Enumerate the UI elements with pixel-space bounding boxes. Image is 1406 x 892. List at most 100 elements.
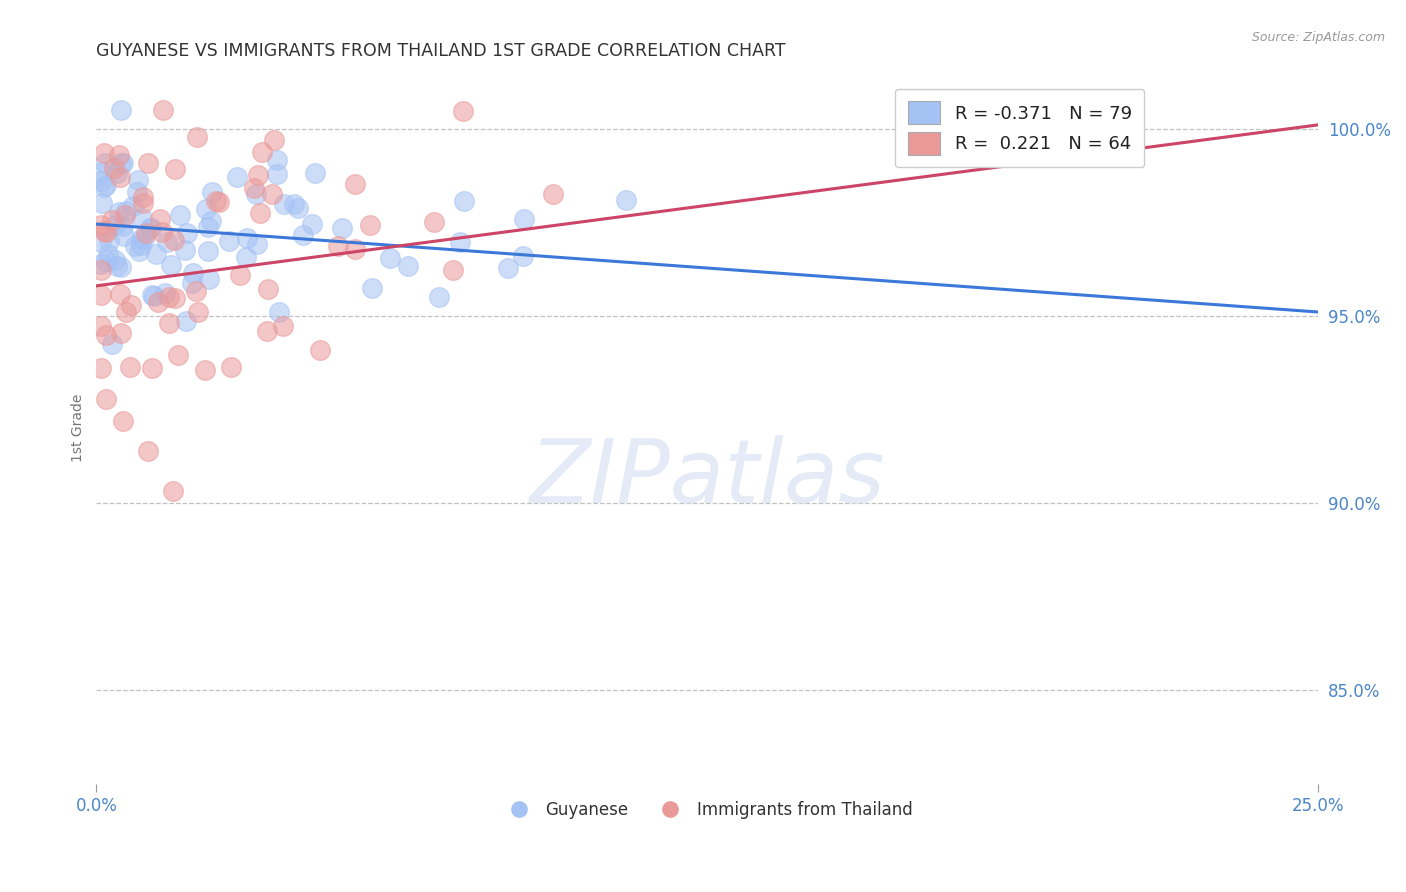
Point	[157, 316, 180, 330]
Point	[108, 287, 131, 301]
Point	[115, 304, 138, 318]
Point	[150, 225, 173, 239]
Point	[262, 186, 284, 201]
Point	[110, 103, 132, 117]
Point	[93, 146, 115, 161]
Point	[93, 224, 115, 238]
Point	[267, 305, 290, 319]
Point	[155, 285, 177, 300]
Point	[246, 168, 269, 182]
Point	[90, 263, 112, 277]
Point	[422, 215, 444, 229]
Point	[134, 232, 156, 246]
Point	[105, 165, 128, 179]
Point	[94, 327, 117, 342]
Point	[152, 103, 174, 117]
Point	[122, 199, 145, 213]
Point	[111, 414, 134, 428]
Point	[93, 156, 115, 170]
Point	[245, 187, 267, 202]
Point	[108, 170, 131, 185]
Point	[249, 206, 271, 220]
Point	[131, 195, 153, 210]
Point	[218, 234, 240, 248]
Point	[93, 180, 115, 194]
Point	[114, 203, 136, 218]
Point	[309, 343, 332, 357]
Point	[496, 260, 519, 275]
Point	[135, 226, 157, 240]
Point	[174, 314, 197, 328]
Point	[139, 221, 162, 235]
Text: Source: ZipAtlas.com: Source: ZipAtlas.com	[1251, 31, 1385, 45]
Point	[271, 319, 294, 334]
Point	[266, 153, 288, 168]
Point	[156, 235, 179, 250]
Point	[360, 281, 382, 295]
Point	[91, 196, 114, 211]
Point	[141, 361, 163, 376]
Point	[186, 130, 208, 145]
Point	[187, 305, 209, 319]
Y-axis label: 1st Grade: 1st Grade	[72, 394, 86, 462]
Point	[287, 202, 309, 216]
Point	[197, 244, 219, 258]
Point	[125, 186, 148, 200]
Point	[512, 249, 534, 263]
Point	[246, 236, 269, 251]
Point	[124, 239, 146, 253]
Point	[90, 218, 112, 232]
Point	[173, 243, 195, 257]
Point	[204, 194, 226, 208]
Point	[104, 253, 127, 268]
Point	[108, 204, 131, 219]
Point	[146, 295, 169, 310]
Point	[186, 285, 208, 299]
Point	[541, 187, 564, 202]
Point	[257, 282, 280, 296]
Point	[169, 208, 191, 222]
Point	[120, 359, 142, 374]
Point	[250, 145, 273, 159]
Point	[127, 173, 149, 187]
Point	[145, 247, 167, 261]
Point	[200, 213, 222, 227]
Point	[301, 217, 323, 231]
Point	[94, 253, 117, 268]
Point	[94, 392, 117, 406]
Point	[181, 266, 204, 280]
Text: ZIPatlas: ZIPatlas	[530, 435, 886, 521]
Point	[201, 185, 224, 199]
Point	[396, 259, 419, 273]
Point	[181, 276, 204, 290]
Point	[157, 290, 180, 304]
Point	[105, 259, 128, 273]
Point	[343, 178, 366, 192]
Point	[112, 156, 135, 170]
Point	[219, 359, 242, 374]
Point	[129, 232, 152, 246]
Point	[291, 228, 314, 243]
Point	[136, 444, 159, 458]
Point	[165, 162, 187, 177]
Point	[90, 257, 112, 271]
Point	[326, 239, 349, 253]
Point	[149, 212, 172, 227]
Point	[513, 212, 536, 227]
Point	[167, 348, 190, 362]
Point	[139, 220, 162, 235]
Point	[159, 258, 181, 272]
Point	[111, 219, 134, 233]
Point	[100, 213, 122, 227]
Point	[236, 231, 259, 245]
Point	[243, 181, 266, 195]
Point	[197, 272, 219, 286]
Point	[226, 169, 249, 184]
Point	[208, 194, 231, 209]
Point	[256, 324, 278, 338]
Point	[90, 288, 112, 302]
Point	[304, 165, 326, 179]
Point	[273, 197, 295, 211]
Point	[453, 194, 475, 208]
Point	[90, 174, 112, 188]
